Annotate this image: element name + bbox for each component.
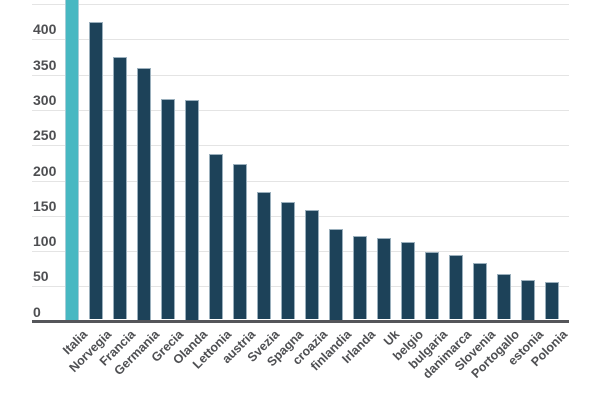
bar-spagna[interactable]	[280, 201, 295, 320]
y-tick-label-100: 100	[33, 233, 57, 250]
y-tick-label-350: 350	[33, 56, 57, 73]
y-tick-label-250: 250	[33, 127, 57, 144]
y-tick-label-400: 400	[33, 21, 57, 38]
bar-norvegia[interactable]	[88, 21, 103, 320]
gridline-150	[32, 215, 569, 217]
bar-irlanda[interactable]	[352, 236, 367, 320]
gridline-50	[32, 286, 569, 288]
bar-austria[interactable]	[232, 163, 247, 320]
y-tick-label-200: 200	[33, 162, 57, 179]
gridline-100	[32, 251, 569, 253]
gridline-250	[32, 145, 569, 147]
bar-uk[interactable]	[376, 237, 391, 320]
y-tick-label-150: 150	[33, 197, 57, 214]
bar-germania[interactable]	[136, 67, 151, 320]
bar-lettonia[interactable]	[208, 153, 223, 320]
bar-finlandia[interactable]	[328, 228, 343, 320]
gridline-300	[32, 109, 569, 111]
x-axis-line	[32, 319, 569, 323]
bar-francia[interactable]	[112, 56, 127, 320]
bar-grecia[interactable]	[160, 98, 175, 320]
bar-svezia[interactable]	[256, 191, 271, 320]
bar-croazia[interactable]	[304, 210, 319, 320]
bar-bulgaria[interactable]	[425, 251, 439, 320]
bar-italia[interactable]	[64, 0, 79, 320]
bar-belgio[interactable]	[400, 241, 415, 320]
y-tick-label-0: 0	[33, 303, 41, 320]
gridline-400	[32, 39, 569, 41]
bar-slovenia[interactable]	[473, 263, 487, 320]
y-tick-label-50: 50	[33, 268, 49, 285]
bar-polonia[interactable]	[545, 282, 560, 320]
gridline-200	[32, 180, 569, 182]
bar-portogallo[interactable]	[497, 274, 511, 320]
bar-olanda[interactable]	[184, 100, 199, 320]
y-tick-label-300: 300	[33, 91, 57, 108]
gridline-450	[32, 4, 569, 5]
gridline-350	[32, 74, 569, 76]
bar-estonia[interactable]	[521, 280, 536, 320]
bar-danimarca[interactable]	[449, 254, 463, 320]
